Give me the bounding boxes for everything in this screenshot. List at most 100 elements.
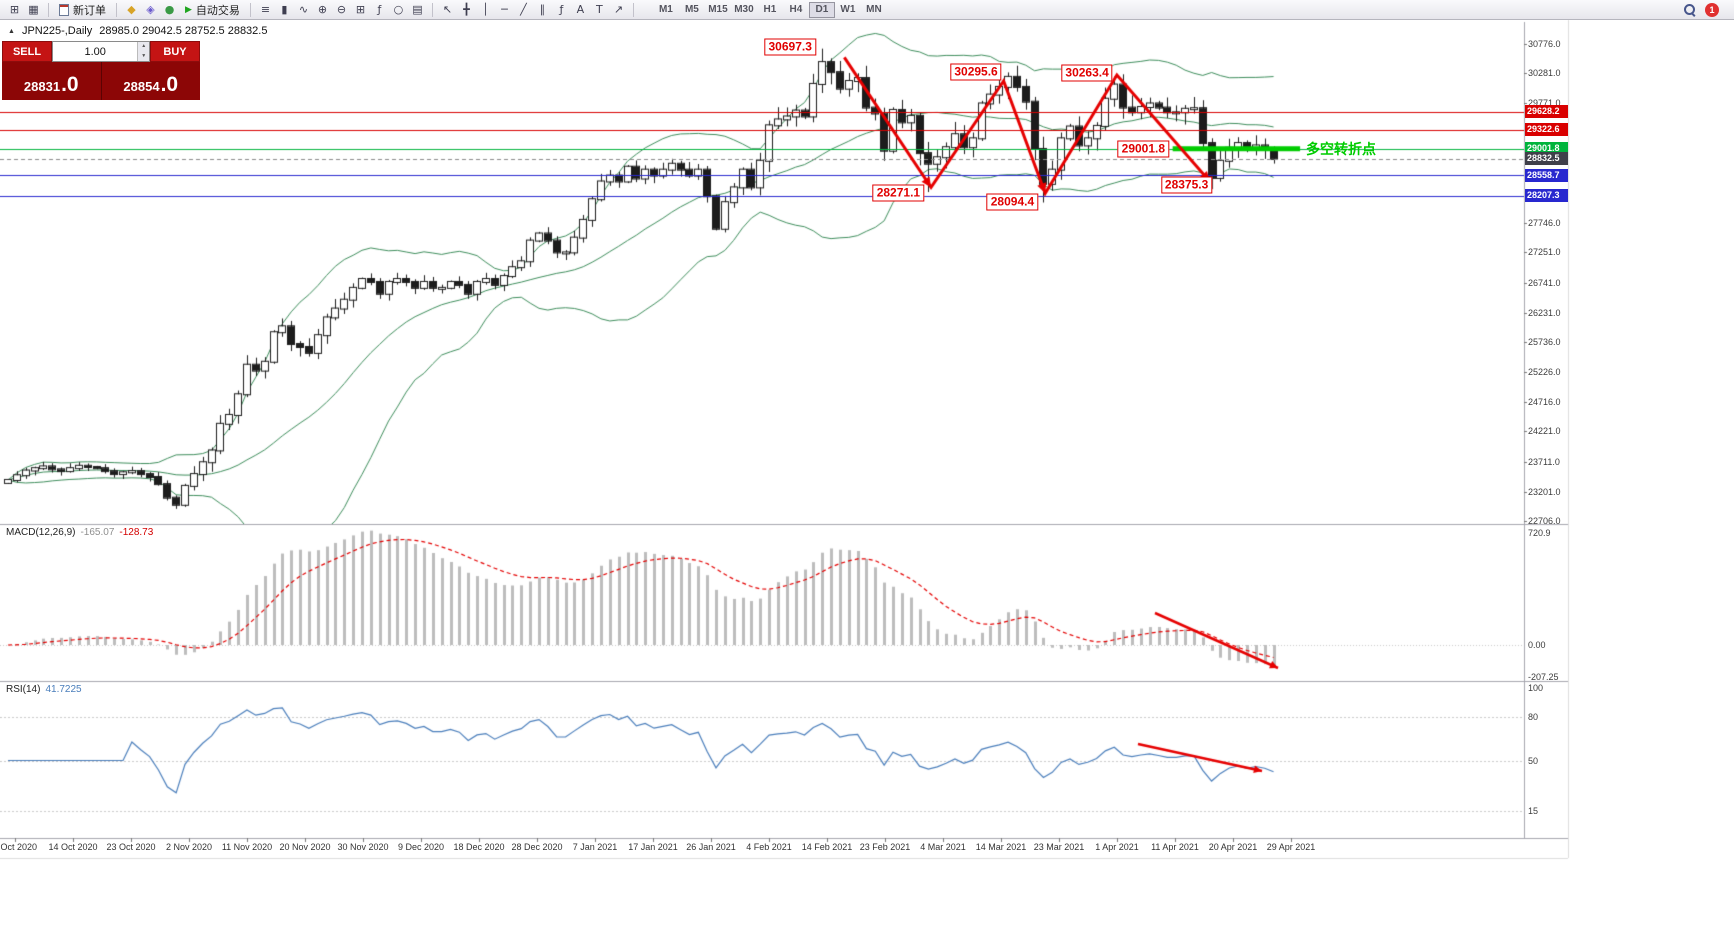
bar-chart-icon[interactable]: ≡ [256,1,275,18]
navigator-icon[interactable]: ● [160,1,179,18]
toolbar-separator [48,2,49,17]
timeframe-button-h4[interactable]: H4 [783,2,809,18]
zoom-out-icon[interactable]: ⊖ [332,1,351,18]
candlestick-chart-icon[interactable]: ▮ [275,1,294,18]
pivot-label[interactable]: 多空转折点 [1306,141,1376,157]
sell-price-main: 28831 [23,78,61,94]
price-level-badge: 28558.7 [1525,168,1568,182]
price-annotation[interactable]: 30263.4 [1061,64,1113,82]
price-annotation[interactable]: 28094.4 [986,193,1039,210]
toolbar-separator [249,2,251,17]
timeframe-button-d1[interactable]: D1 [808,1,835,18]
play-icon: ▶ [185,4,192,14]
indicators-icon[interactable]: ƒ [370,1,389,18]
price-axis-tick: 29771.0 [1528,98,1561,109]
vertical-line-icon[interactable]: │ [476,1,495,18]
data-window-icon[interactable]: ◈ [141,1,160,18]
profiles-icon[interactable]: ▦ [24,1,43,18]
one-click-trading-panel: SELL ▲ ▼ BUY 28831 .0 28854 .0 [2,41,200,100]
text-icon[interactable]: A [571,1,590,18]
price-axis-tick: 27251.0 [1528,247,1561,258]
label-icon[interactable]: T [590,1,609,18]
time-axis-label: 30 Nov 2020 [337,842,389,852]
trendline-icon[interactable]: ╱ [514,1,533,18]
trade-panel-price-row: 28831 .0 28854 .0 [2,62,200,100]
macd-signal-value: -128.73 [119,527,154,538]
price-annotation[interactable]: 28271.1 [872,184,925,202]
auto-trading-button[interactable]: ▶ 自动交易 [180,1,245,18]
buy-price-main: 28854 [123,78,160,94]
timeframe-button-m1[interactable]: M1 [653,2,679,18]
price-axis-tick: 27746.0 [1528,218,1561,229]
indicator-axis-tick: 80 [1528,712,1539,722]
price-axis-tick: 26741.0 [1528,277,1561,288]
volume-box: ▲ ▼ [52,41,150,62]
time-axis-label: 20 Apr 2021 [1208,842,1258,852]
time-axis-label: 17 Jan 2021 [628,842,678,852]
timeframe-button-m15[interactable]: M15 [705,2,731,18]
price-annotation[interactable]: 28375.3 [1160,176,1213,194]
feature-icons-group: ◆ ◈ ● [122,1,179,18]
time-axis-label: 29 Apr 2021 [1266,842,1316,852]
sell-button[interactable]: SELL [2,41,52,62]
time-axis-label: 14 Mar 2021 [975,842,1027,852]
line-chart-icon[interactable]: ∿ [294,1,313,18]
period-settings-icon[interactable]: ○ [389,1,408,18]
market-watch-icon[interactable]: ◆ [122,1,141,18]
new-order-button[interactable]: 新订单 [54,1,111,18]
macd-header: MACD(12,26,9) -165.07 -128.73 [6,527,153,538]
timeframe-button-m5[interactable]: M5 [679,2,705,18]
price-axis-tick: 23201.0 [1528,486,1561,497]
timeframe-button-h1[interactable]: H1 [757,2,783,18]
price-annotation[interactable]: 30697.3 [764,38,816,56]
fibonacci-icon[interactable]: ƒ [552,1,571,18]
sell-price[interactable]: 28831 .0 [2,62,101,100]
volume-up-button[interactable]: ▲ [138,42,149,52]
timeframe-button-mn[interactable]: MN [861,2,887,18]
price-level-badge: 29001.8 [1525,142,1568,156]
volume-input[interactable] [53,42,138,61]
price-axis-tick: 25226.0 [1528,367,1561,378]
notification-badge[interactable]: 1 [1705,2,1719,17]
time-axis-label: 23 Mar 2021 [1033,842,1085,852]
time-axis-label: 5 Oct 2020 [0,842,38,852]
volume-spinner: ▲ ▼ [137,42,149,61]
price-annotation[interactable]: 30295.6 [950,63,1002,81]
price-annotation[interactable]: 29001.8 [1117,140,1170,158]
price-level-badge: 29628.2 [1525,105,1568,119]
draw-icons-group: ↖ ╋ │ ─ ╱ ∥ ƒ A T ↗ [438,1,628,18]
chart-collapse-icon[interactable]: ▲ [8,27,15,35]
time-axis-label: 26 Jan 2021 [686,842,736,852]
price-level-badge: 28832.5 [1525,152,1568,166]
chart-icons-group: ≡ ▮ ∿ ⊕ ⊖ ⊞ ƒ ○ ▤ [256,1,427,18]
crosshair-icon[interactable]: ╋ [457,1,476,18]
time-axis-label: 14 Oct 2020 [48,842,98,852]
time-axis-label: 23 Feb 2021 [859,842,911,852]
price-axis-tick: 26231.0 [1528,307,1561,318]
chart-symbol-title: JPN225-,Daily [21,25,93,37]
time-axis-label: 23 Oct 2020 [106,842,156,852]
volume-down-button[interactable]: ▼ [138,51,149,61]
buy-button[interactable]: BUY [150,41,200,62]
templates-icon[interactable]: ▤ [408,1,427,18]
timeframe-button-m30[interactable]: M30 [731,2,757,18]
timeframe-button-w1[interactable]: W1 [835,2,861,18]
search-icon[interactable] [1683,3,1697,17]
time-axis-label: 9 Dec 2020 [397,842,445,852]
time-axis-label: 2 Nov 2020 [165,842,213,852]
cursor-icon[interactable]: ↖ [438,1,457,18]
time-axis-label: 11 Nov 2020 [221,842,273,852]
trade-panel-divider [100,62,102,100]
horizontal-line-icon[interactable]: ─ [495,1,514,18]
tile-windows-icon[interactable]: ⊞ [351,1,370,18]
channel-icon[interactable]: ∥ [533,1,552,18]
price-level-badge: 29322.6 [1525,123,1568,137]
zoom-in-icon[interactable]: ⊕ [313,1,332,18]
arrows-tool-icon[interactable]: ↗ [609,1,628,18]
buy-price[interactable]: 28854 .0 [102,62,201,100]
indicator-axis-tick: 100 [1528,683,1544,693]
toolbar-right-group: 1 [1683,2,1719,17]
ohlc-values: 28985.0 29042.5 28752.5 28832.5 [99,25,268,37]
new-chart-icon[interactable]: ⊞ [5,1,24,18]
